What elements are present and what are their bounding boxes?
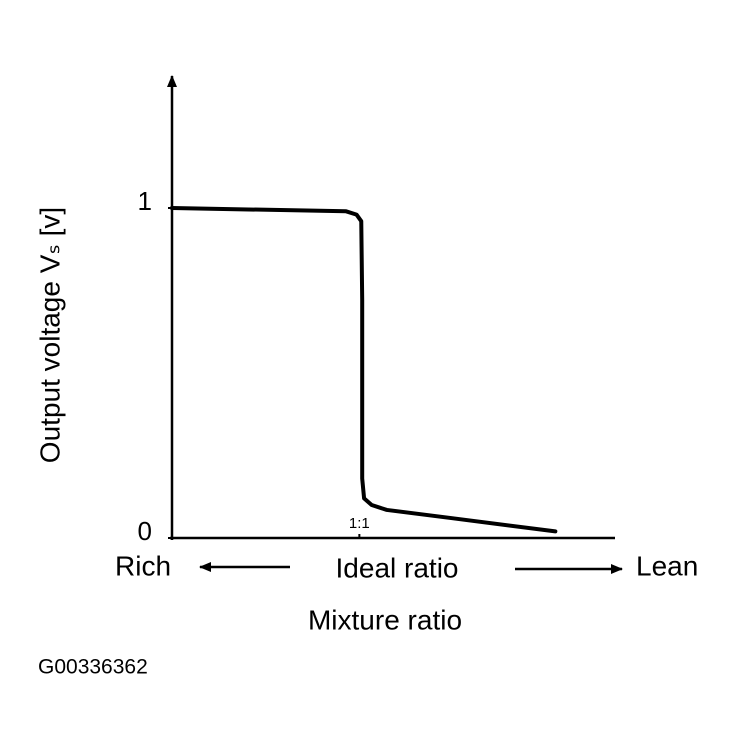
y-axis-label: Output voltage Vₛ [v]: [34, 207, 65, 463]
voltage-curve: [169, 206, 558, 534]
figure-id: G00336362: [38, 656, 148, 679]
x-axis-label: Mixture ratio: [308, 604, 462, 635]
ideal-label: Ideal ratio: [336, 552, 459, 583]
x-tick-label: 1:1: [349, 515, 370, 532]
rich-label: Rich: [115, 550, 171, 581]
y-tick-label: 0: [138, 516, 152, 546]
lean-label: Lean: [636, 550, 698, 581]
y-tick-label: 1: [138, 186, 152, 216]
